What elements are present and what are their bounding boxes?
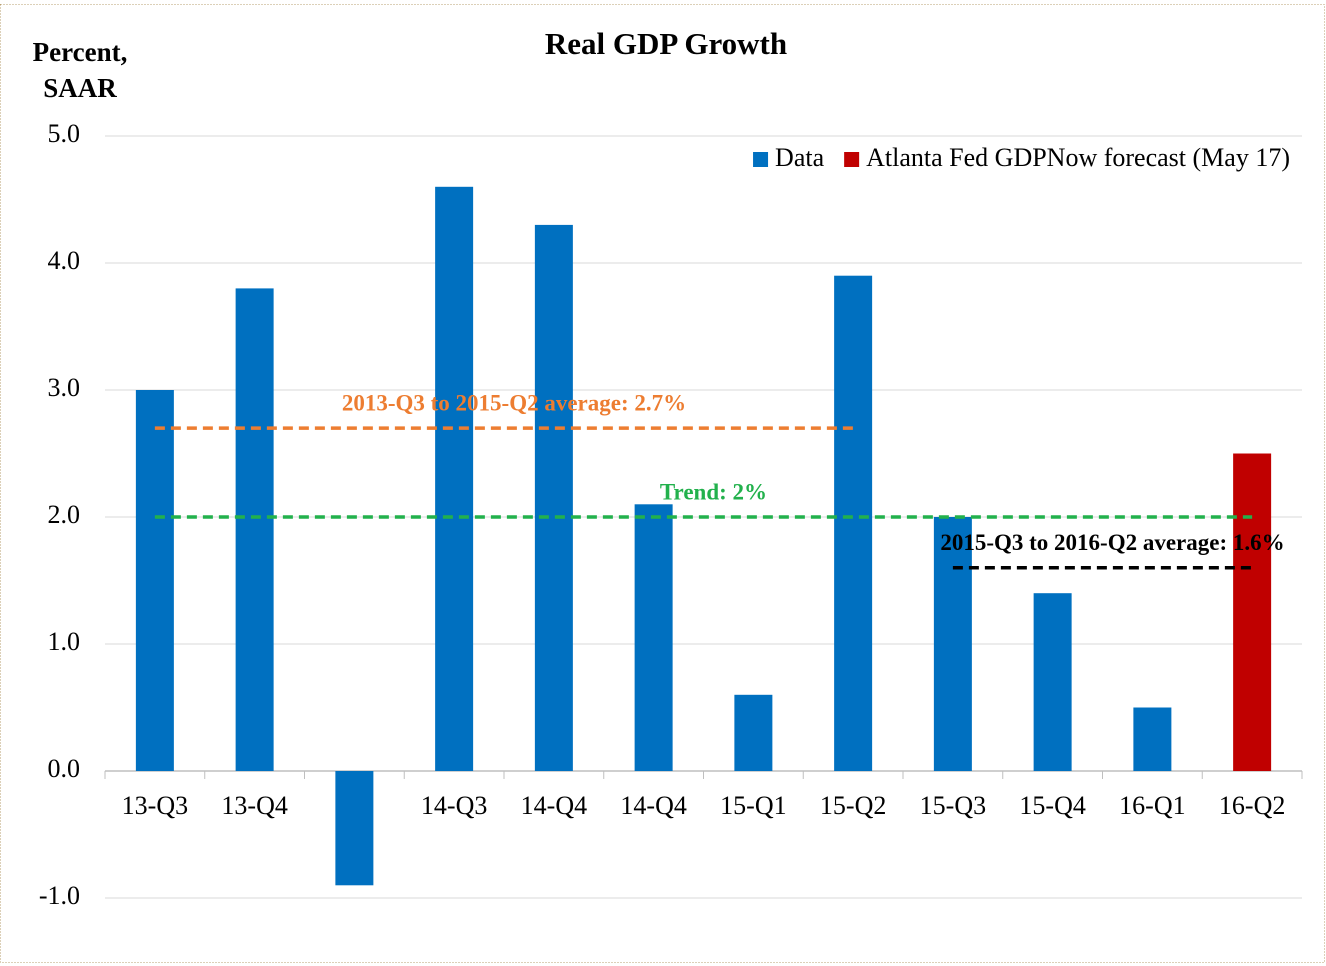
x-tick-label: 14-Q4 xyxy=(521,791,587,820)
bar xyxy=(734,694,773,771)
bar xyxy=(135,390,174,771)
x-tick-label: 16-Q2 xyxy=(1219,791,1285,820)
bar xyxy=(435,186,474,772)
x-tick-label: 13-Q3 xyxy=(122,791,188,820)
legend-label: Atlanta Fed GDPNow forecast (May 17) xyxy=(866,143,1290,172)
bar xyxy=(834,275,873,771)
y-tick-label: 5.0 xyxy=(48,119,81,148)
x-tick-label: 15-Q3 xyxy=(920,791,986,820)
bar xyxy=(534,224,573,771)
y-axis-label: SAAR xyxy=(43,73,117,103)
y-axis-label: Percent, xyxy=(33,37,128,67)
y-tick-label: 4.0 xyxy=(48,246,81,275)
bar xyxy=(933,517,972,771)
frame xyxy=(0,4,1325,963)
y-tick-label: 1.0 xyxy=(48,627,81,656)
bar xyxy=(634,504,673,771)
x-tick-label: 15-Q1 xyxy=(720,791,786,820)
x-tick-label: 13-Q4 xyxy=(221,791,287,820)
reference-label: Trend: 2% xyxy=(660,479,767,504)
bar xyxy=(335,771,374,886)
y-tick-label: 0.0 xyxy=(48,754,81,783)
legend-swatch xyxy=(753,152,769,167)
y-tick-label: 3.0 xyxy=(48,373,81,402)
chart-title: Real GDP Growth xyxy=(545,26,787,61)
reference-label: 2015-Q3 to 2016-Q2 average: 1.6% xyxy=(940,530,1284,555)
reference-label: 2013-Q3 to 2015-Q2 average: 2.7% xyxy=(342,390,686,415)
bar xyxy=(1033,593,1072,771)
y-tick-label: -1.0 xyxy=(39,881,80,910)
x-tick-label: 15-Q4 xyxy=(1019,791,1085,820)
y-tick-label: 2.0 xyxy=(48,500,81,529)
legend-label: Data xyxy=(775,143,825,172)
bar xyxy=(1133,707,1172,771)
x-tick-label: 15-Q2 xyxy=(820,791,886,820)
bar xyxy=(1233,453,1272,771)
x-tick-label: 16-Q1 xyxy=(1119,791,1185,820)
legend-swatch xyxy=(844,152,860,167)
bar xyxy=(235,288,274,771)
x-tick-label: 14-Q4 xyxy=(620,791,686,820)
x-tick-label: 14-Q3 xyxy=(421,791,487,820)
